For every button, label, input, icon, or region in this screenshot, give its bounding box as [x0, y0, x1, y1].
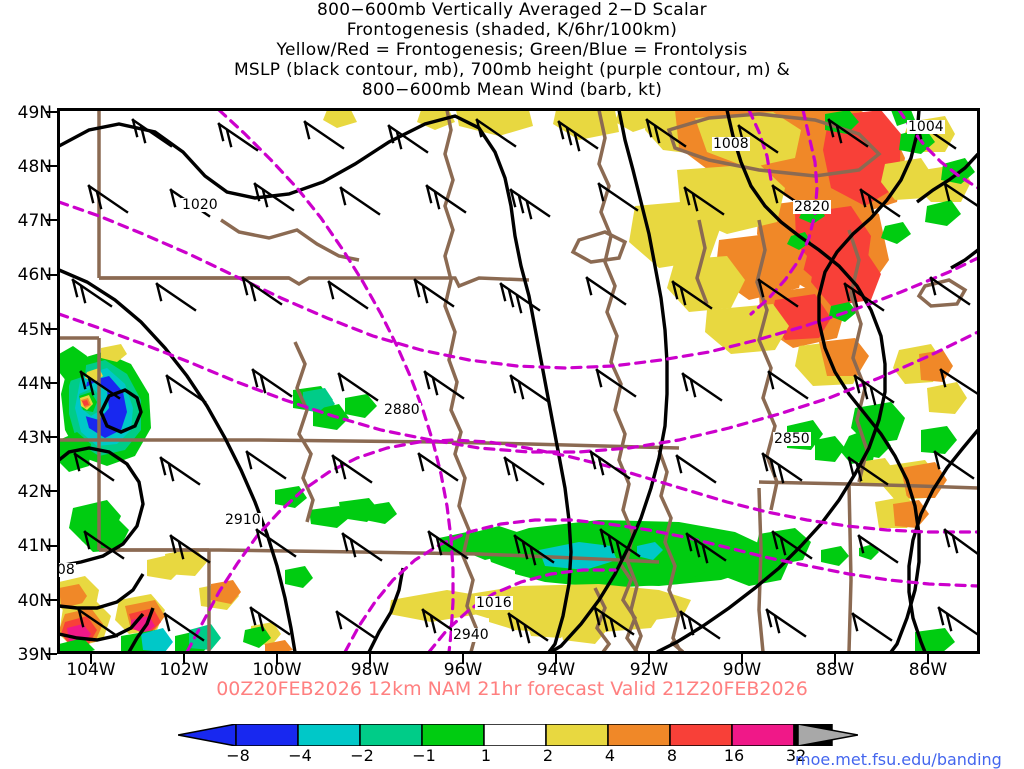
x-tick-label-100W: 100W [252, 660, 302, 680]
contour-label-1020: 1020 [181, 197, 219, 213]
x-tick-mark [555, 654, 557, 664]
x-tick-label-98W: 98W [350, 660, 390, 680]
colorbar-tick-8: 8 [666, 746, 678, 765]
colorbar-swatches [178, 724, 858, 746]
x-tick-label-92W: 92W [629, 660, 669, 680]
y-tick-label-47N: 47N [17, 211, 52, 231]
site-watermark[interactable]: moe.met.fsu.edu/banding [795, 750, 1002, 769]
x-tick-label-102W: 102W [159, 660, 209, 680]
forecast-caption: 00Z20FEB2026 12km NAM 21hr forecast Vali… [216, 678, 808, 700]
y-tick-mark [46, 219, 57, 221]
colorbar-tick--1: −1 [412, 746, 436, 765]
y-tick-mark [46, 328, 57, 330]
y-tick-label-39N: 39N [17, 645, 52, 665]
colorbar-tick-32: 32 [785, 746, 807, 765]
y-tick-mark [46, 545, 57, 547]
y-tick-mark [46, 436, 57, 438]
y-tick-label-41N: 41N [17, 536, 52, 556]
x-tick-label-94W: 94W [536, 660, 576, 680]
y-tick-mark [46, 653, 57, 655]
contour-label-1016: 1016 [475, 595, 513, 611]
contour-label-2820: 2820 [793, 199, 831, 215]
title-line-2: Frontogenesis (shaded, K/6hr/100km) [346, 20, 678, 40]
wind-barbs [71, 118, 978, 644]
x-tick-label-104W: 104W [66, 660, 116, 680]
colorbar-tick--2: −2 [350, 746, 374, 765]
contour-label-2910: 2910 [224, 512, 262, 528]
title-line-3: Yellow/Red = Frontogenesis; Green/Blue =… [276, 40, 748, 60]
x-tick-mark [276, 654, 278, 664]
contour-label-2850: 2850 [773, 431, 811, 447]
y-tick-label-44N: 44N [17, 374, 52, 394]
y-tick-label-43N: 43N [17, 428, 52, 448]
y-tick-mark [46, 382, 57, 384]
y-tick-label-49N: 49N [17, 103, 52, 123]
x-tick-mark [183, 654, 185, 664]
colorbar-tick--4: −4 [288, 746, 312, 765]
contour-label-1008-upper: 1008 [712, 136, 750, 152]
y-tick-label-48N: 48N [17, 157, 52, 177]
x-tick-mark [648, 654, 650, 664]
colorbar-over-arrow [797, 724, 858, 746]
colorbar-tick-2: 2 [542, 746, 554, 765]
y-tick-mark [46, 111, 57, 113]
title-line-5: 800−600mb Mean Wind (barb, kt) [361, 80, 663, 100]
contour-label-2880: 2880 [383, 402, 421, 418]
y-tick-label-40N: 40N [17, 591, 52, 611]
y-tick-mark [46, 599, 57, 601]
y-tick-mark [46, 490, 57, 492]
x-tick-mark [369, 654, 371, 664]
x-tick-mark [927, 654, 929, 664]
colorbar-tick-4: 4 [604, 746, 616, 765]
colorbar-tick-1: 1 [480, 746, 492, 765]
x-tick-mark [741, 654, 743, 664]
x-tick-mark [462, 654, 464, 664]
colorbar-tick-16: 16 [723, 746, 745, 765]
y-tick-mark [46, 274, 57, 276]
x-tick-label-88W: 88W [815, 660, 855, 680]
y-tick-label-45N: 45N [17, 320, 52, 340]
y-tick-mark [46, 165, 57, 167]
title-line-1: 800−600mb Vertically Averaged 2−D Scalar [317, 0, 707, 20]
x-tick-mark [834, 654, 836, 664]
mslp-contours [59, 110, 978, 652]
colorbar[interactable]: −8 −4 −2 −1 1 2 4 8 16 32 [178, 724, 858, 768]
weather-map-svg [59, 110, 978, 652]
x-tick-label-90W: 90W [722, 660, 762, 680]
map-plot-area[interactable]: 1020 1008 1004 008 1016 2820 2850 2880 2… [57, 108, 980, 654]
contour-label-2940: 2940 [452, 627, 490, 643]
title-line-4: MSLP (black contour, mb), 700mb height (… [233, 60, 791, 80]
x-tick-mark [90, 654, 92, 664]
contour-label-008: 008 [59, 563, 76, 577]
contour-label-1004: 1004 [907, 119, 945, 135]
y-tick-label-46N: 46N [17, 265, 52, 285]
y-tick-label-42N: 42N [17, 482, 52, 502]
x-tick-label-96W: 96W [443, 660, 483, 680]
colorbar-tick--8: −8 [226, 746, 250, 765]
x-tick-label-86W: 86W [908, 660, 948, 680]
colorbar-under-arrow [178, 724, 237, 746]
chart-title-block: 800−600mb Vertically Averaged 2−D Scalar… [0, 0, 1024, 100]
